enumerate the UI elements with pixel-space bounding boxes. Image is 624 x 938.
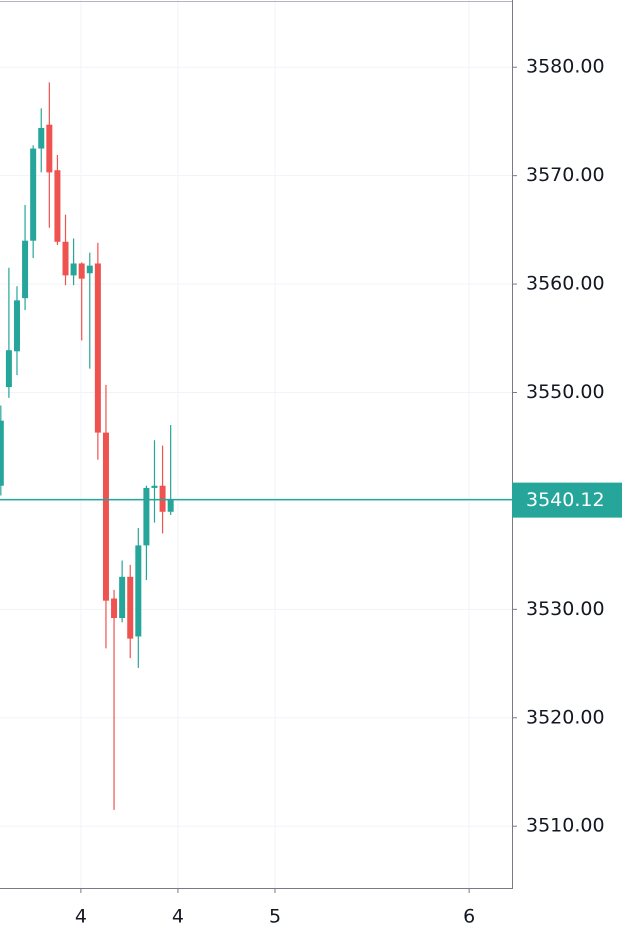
candle-body	[159, 485, 166, 512]
x-tick-label: 6	[463, 906, 475, 928]
y-tick-label: 3580.00	[526, 56, 605, 78]
grid	[0, 0, 512, 888]
y-tick-label: 3530.00	[526, 598, 605, 620]
candle-body	[30, 148, 37, 241]
last-price-badge	[512, 482, 622, 518]
candle-body	[62, 241, 69, 276]
y-tick-label: 3550.00	[526, 381, 605, 403]
y-tick-label: 3520.00	[526, 706, 605, 728]
candle-body	[0, 420, 4, 486]
candle-body	[102, 432, 109, 601]
candle-body	[111, 598, 118, 619]
axes: 3510.003520.003530.003540.003550.003560.…	[75, 56, 622, 928]
y-tick-label: 3570.00	[526, 164, 605, 186]
candle-body	[119, 576, 126, 619]
candle-body	[94, 263, 101, 433]
y-tick-label: 3510.00	[526, 815, 605, 837]
candle-body	[13, 300, 20, 352]
candle-body	[135, 545, 142, 637]
candle-body	[22, 240, 29, 299]
candle-body	[54, 170, 61, 242]
candle-body	[70, 263, 77, 276]
x-tick-label: 5	[269, 906, 281, 928]
candle-body	[86, 265, 93, 274]
candle-body	[127, 576, 134, 639]
candle-body	[167, 499, 174, 512]
last-price-label: 3540.12	[526, 489, 605, 511]
candle-body	[38, 127, 45, 149]
x-tick-label: 4	[75, 906, 87, 928]
candle-body	[78, 263, 85, 279]
candle-body	[46, 124, 53, 173]
candle-body	[5, 350, 12, 388]
y-tick-label: 3560.00	[526, 273, 605, 295]
candles	[0, 82, 512, 810]
candle-body	[143, 487, 150, 546]
candle-body	[151, 485, 158, 488]
x-tick-label: 4	[172, 906, 184, 928]
